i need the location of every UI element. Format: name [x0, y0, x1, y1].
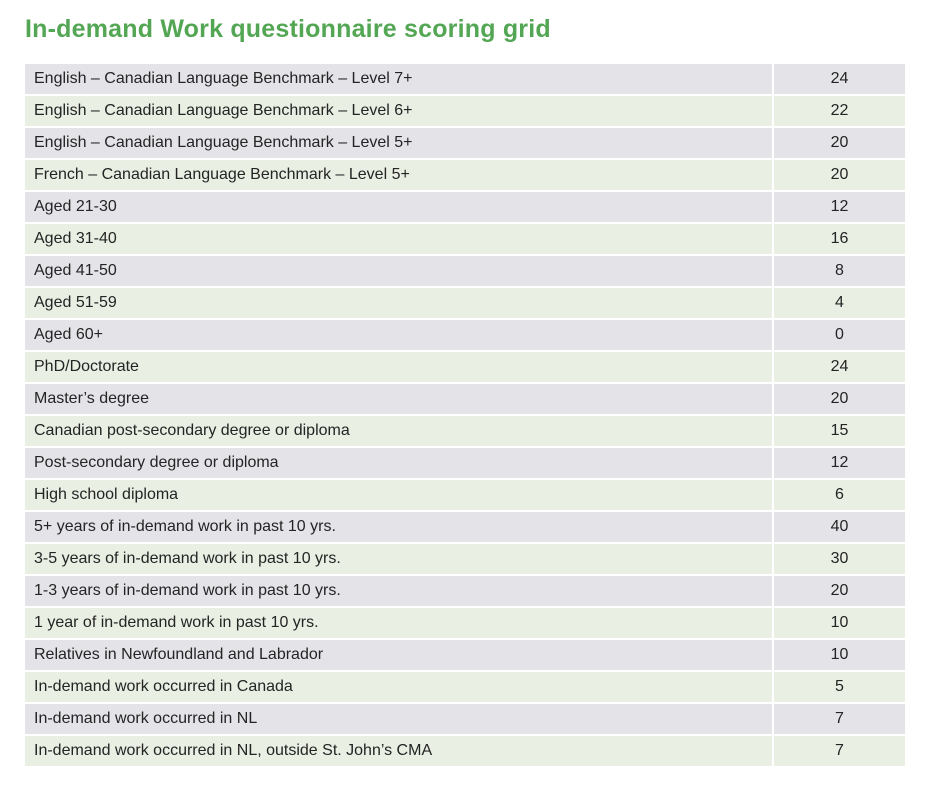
row-score: 40 — [774, 512, 905, 542]
table-row: Aged 31-40 16 — [25, 224, 905, 254]
row-score: 4 — [774, 288, 905, 318]
row-label: Aged 51-59 — [25, 288, 772, 318]
row-score: 20 — [774, 384, 905, 414]
row-score: 24 — [774, 64, 905, 94]
row-label: English – Canadian Language Benchmark – … — [25, 128, 772, 158]
table-row: English – Canadian Language Benchmark – … — [25, 96, 905, 126]
row-label: In-demand work occurred in NL — [25, 704, 772, 734]
row-label: 1-3 years of in-demand work in past 10 y… — [25, 576, 772, 606]
row-label: Aged 21-30 — [25, 192, 772, 222]
row-score: 10 — [774, 608, 905, 638]
row-label: Aged 41-50 — [25, 256, 772, 286]
row-label: Relatives in Newfoundland and Labrador — [25, 640, 772, 670]
table-row: 5+ years of in-demand work in past 10 yr… — [25, 512, 905, 542]
row-score: 6 — [774, 480, 905, 510]
table-row: Aged 51-59 4 — [25, 288, 905, 318]
row-score: 16 — [774, 224, 905, 254]
scoring-grid-table: English – Canadian Language Benchmark – … — [25, 64, 905, 766]
row-score: 30 — [774, 544, 905, 574]
row-label: Post-secondary degree or diploma — [25, 448, 772, 478]
table-row: Aged 60+ 0 — [25, 320, 905, 350]
row-score: 12 — [774, 192, 905, 222]
page-title: In-demand Work questionnaire scoring gri… — [25, 15, 551, 43]
table-row: Aged 21-30 12 — [25, 192, 905, 222]
table-row: Post-secondary degree or diploma 12 — [25, 448, 905, 478]
row-label: 1 year of in-demand work in past 10 yrs. — [25, 608, 772, 638]
row-label: French – Canadian Language Benchmark – L… — [25, 160, 772, 190]
row-label: High school diploma — [25, 480, 772, 510]
row-label: Aged 60+ — [25, 320, 772, 350]
table-row: PhD/Doctorate 24 — [25, 352, 905, 382]
table-row: 1 year of in-demand work in past 10 yrs.… — [25, 608, 905, 638]
table-row: English – Canadian Language Benchmark – … — [25, 128, 905, 158]
table-row: Relatives in Newfoundland and Labrador 10 — [25, 640, 905, 670]
row-label: 5+ years of in-demand work in past 10 yr… — [25, 512, 772, 542]
table-row: High school diploma 6 — [25, 480, 905, 510]
row-score: 0 — [774, 320, 905, 350]
table-row: Master’s degree 20 — [25, 384, 905, 414]
row-score: 20 — [774, 128, 905, 158]
row-score: 20 — [774, 160, 905, 190]
row-label: Aged 31-40 — [25, 224, 772, 254]
row-score: 5 — [774, 672, 905, 702]
row-label: 3-5 years of in-demand work in past 10 y… — [25, 544, 772, 574]
row-score: 15 — [774, 416, 905, 446]
row-score: 10 — [774, 640, 905, 670]
row-score: 22 — [774, 96, 905, 126]
row-score: 8 — [774, 256, 905, 286]
table-row: In-demand work occurred in Canada 5 — [25, 672, 905, 702]
table-row: Aged 41-50 8 — [25, 256, 905, 286]
row-label: Canadian post-secondary degree or diplom… — [25, 416, 772, 446]
row-score: 20 — [774, 576, 905, 606]
row-label: PhD/Doctorate — [25, 352, 772, 382]
table-row: French – Canadian Language Benchmark – L… — [25, 160, 905, 190]
row-label: English – Canadian Language Benchmark – … — [25, 96, 772, 126]
row-score: 24 — [774, 352, 905, 382]
table-row: 1-3 years of in-demand work in past 10 y… — [25, 576, 905, 606]
row-label: In-demand work occurred in NL, outside S… — [25, 736, 772, 766]
table-row: Canadian post-secondary degree or diplom… — [25, 416, 905, 446]
row-label: English – Canadian Language Benchmark – … — [25, 64, 772, 94]
row-score: 12 — [774, 448, 905, 478]
row-score: 7 — [774, 704, 905, 734]
table-row: English – Canadian Language Benchmark – … — [25, 64, 905, 94]
table-row: In-demand work occurred in NL, outside S… — [25, 736, 905, 766]
row-label: Master’s degree — [25, 384, 772, 414]
table-row: 3-5 years of in-demand work in past 10 y… — [25, 544, 905, 574]
table-row: In-demand work occurred in NL 7 — [25, 704, 905, 734]
row-label: In-demand work occurred in Canada — [25, 672, 772, 702]
row-score: 7 — [774, 736, 905, 766]
